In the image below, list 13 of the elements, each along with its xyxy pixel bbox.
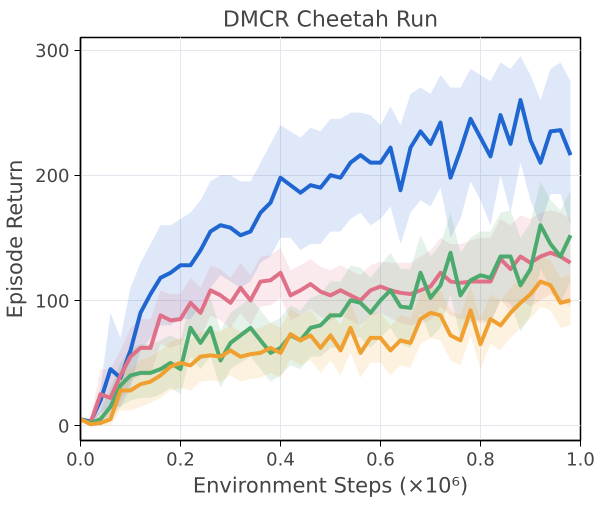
x-tick-label: 0.4 [266,450,295,470]
x-tick-label: 0.0 [66,450,95,470]
y-tick-label: 0 [58,416,70,438]
chart-title: DMCR Cheetah Run [222,8,438,32]
x-tick-label: 0.6 [366,450,395,470]
x-tick-label: 0.8 [466,450,495,470]
y-tick-label: 300 [35,41,70,62]
y-tick-label: 100 [35,291,70,312]
y-axis-title: Episode Return [3,160,28,318]
x-tick-label: 0.2 [166,450,195,470]
x-tick-label: 1.0 [566,450,595,470]
y-tick-label: 200 [35,166,70,188]
x-axis-title: Environment Steps (×10⁶) [192,474,468,498]
